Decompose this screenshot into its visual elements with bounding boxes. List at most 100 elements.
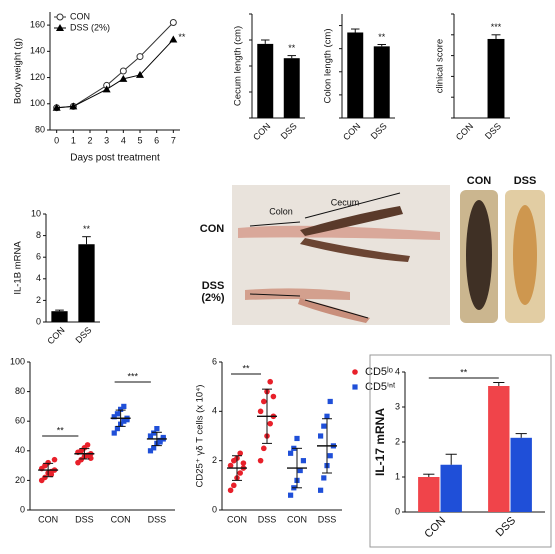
y-axis-label: IL-1B mRNA: [13, 241, 24, 295]
marker: [154, 426, 160, 432]
line: [56, 22, 174, 109]
x-tick-label: DSS: [73, 325, 93, 345]
marker: [42, 474, 48, 481]
marker: [136, 53, 144, 61]
x-tick-label: DSS: [258, 514, 277, 524]
y-tick-label: 2: [395, 436, 400, 446]
y-axis-label: IL-17 mRNA: [373, 408, 387, 476]
marker: [119, 74, 128, 82]
y-tick-label: 4: [212, 406, 217, 416]
x-tick-label: CON: [227, 514, 247, 524]
marker: [160, 434, 166, 441]
marker: [267, 420, 274, 427]
y-tick-label: 0: [212, 504, 217, 514]
x-tick-label: 5: [137, 135, 142, 145]
arrow: [304, 192, 401, 219]
marker: [151, 430, 157, 436]
marker: [300, 458, 306, 464]
marker: [169, 35, 178, 43]
bar: [283, 58, 300, 118]
x-tick-label: 7: [171, 135, 176, 145]
y-tick-label: 2: [36, 295, 41, 305]
marker: [45, 459, 51, 466]
x-tick-label: CON: [287, 514, 307, 524]
x-tick-label: DSS: [369, 121, 389, 141]
marker: [321, 423, 327, 429]
marker: [84, 442, 91, 448]
marker: [327, 453, 333, 459]
annotation: **: [57, 425, 65, 435]
y-axis-label: Cecum length (cm): [233, 26, 244, 106]
marker: [270, 393, 277, 400]
marker: [56, 24, 64, 31]
marker: [267, 378, 274, 385]
marker: [102, 85, 111, 93]
y-tick-label: 60: [15, 416, 25, 426]
x-tick-label: CON: [45, 325, 66, 346]
tissue: [298, 298, 370, 323]
y-axis-label: Colon length (cm): [323, 29, 334, 104]
annotation: ***: [127, 371, 138, 381]
bar: [510, 437, 532, 512]
y-tick-label: 4: [395, 366, 400, 376]
x-axis-label: Days post treatment: [70, 153, 160, 164]
marker: [121, 418, 127, 424]
marker: [114, 426, 121, 432]
panel-label: CON: [467, 175, 492, 187]
marker: [237, 470, 243, 476]
marker: [48, 471, 55, 478]
y-tick-label: 10: [31, 208, 41, 218]
x-tick-label: DSS: [318, 514, 337, 524]
marker: [69, 102, 78, 110]
segment-label: Colon: [269, 206, 293, 216]
bar: [418, 477, 440, 512]
y-axis-label: Body weight (g): [13, 38, 24, 104]
tissue: [238, 225, 440, 240]
marker: [151, 445, 157, 451]
marker: [261, 445, 267, 452]
marker: [227, 487, 234, 494]
x-tick-label: DSS: [148, 514, 167, 524]
marker: [327, 398, 333, 405]
tissue: [466, 200, 492, 310]
x-tick-label: CON: [422, 515, 448, 541]
y-tick-label: 0: [20, 504, 25, 514]
marker: [111, 430, 117, 436]
marker: [318, 487, 324, 493]
frame: [369, 354, 552, 548]
marker: [352, 384, 358, 390]
row-label: CON: [200, 223, 225, 235]
marker: [288, 492, 294, 498]
marker: [231, 482, 237, 489]
y-tick-label: 140: [30, 46, 45, 56]
y-tick-label: 120: [30, 72, 45, 82]
x-tick-label: DSS: [483, 121, 503, 141]
marker: [318, 433, 324, 439]
y-axis-label: CD25⁺ γδ T cells (x 10⁴): [195, 385, 206, 488]
bar: [373, 46, 390, 118]
y-tick-label: 6: [36, 252, 41, 262]
x-tick-label: 2: [87, 135, 92, 145]
bar: [487, 38, 505, 118]
y-tick-label: 100: [30, 98, 45, 108]
y-tick-label: 160: [30, 19, 45, 29]
x-tick-label: 4: [121, 135, 126, 145]
tissue: [245, 288, 350, 300]
x-tick-label: 6: [154, 135, 159, 145]
y-tick-label: 100: [10, 356, 25, 366]
marker: [288, 450, 294, 456]
x-tick-label: CON: [251, 121, 272, 142]
arrow: [249, 293, 301, 297]
marker: [324, 413, 330, 419]
tissue: [300, 206, 403, 236]
y-tick-label: 2: [212, 455, 217, 465]
y-tick-label: 20: [15, 475, 25, 485]
legend-label: CD5ˡᵒ: [365, 366, 393, 378]
marker: [51, 456, 58, 463]
x-tick-label: CON: [341, 121, 362, 142]
panel-label: DSS: [514, 175, 537, 187]
marker: [169, 18, 177, 26]
arrow: [304, 299, 369, 319]
